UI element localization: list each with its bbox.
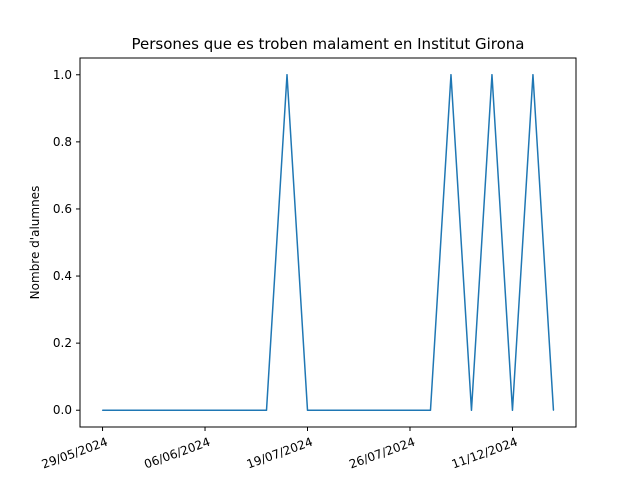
data-point [286, 74, 288, 76]
series-line [102, 74, 555, 411]
x-tick-label: 11/12/2024 [450, 435, 520, 472]
data-point [388, 409, 391, 411]
data-point [532, 74, 534, 76]
data-point [511, 409, 514, 411]
data-point [368, 409, 370, 411]
data-point [306, 409, 309, 411]
data-point [265, 409, 268, 411]
y-tick-label: 1.0 [53, 68, 72, 82]
x-tick-label: 19/07/2024 [245, 435, 315, 472]
data-point [327, 409, 329, 411]
x-tick-label: 26/07/2024 [347, 435, 417, 472]
x-tick-label: 06/06/2024 [142, 435, 212, 472]
data-point [101, 409, 104, 411]
data-point [450, 74, 452, 76]
y-tick-label: 0.8 [53, 135, 72, 149]
data-point [429, 409, 432, 411]
y-axis-label: Nombre d'alumnes [28, 186, 42, 300]
data-point [224, 409, 227, 411]
x-axis-ticks: 29/05/2024 06/06/2024 19/07/2024 26/07/2024… [40, 427, 520, 472]
data-point [491, 74, 493, 76]
data-point [183, 409, 186, 411]
data-point [409, 409, 411, 411]
data-point [245, 409, 247, 411]
y-tick-label: 0.6 [53, 202, 72, 216]
data-point [552, 409, 555, 411]
x-tick-label: 29/05/2024 [40, 435, 110, 472]
data-point [122, 409, 124, 411]
data-point [142, 409, 145, 411]
plot-frame [79, 57, 577, 428]
data-point [204, 409, 206, 411]
y-tick-label: 0.0 [53, 403, 72, 417]
y-tick-label: 0.2 [53, 336, 72, 350]
plot-area [79, 57, 577, 428]
y-axis-ticks: 0.0 0.2 0.4 0.6 0.8 1.0 [53, 68, 80, 417]
data-point [163, 409, 165, 411]
data-point [347, 409, 350, 411]
chart-title: Persones que es troben malament en Insti… [132, 35, 525, 53]
data-point [470, 409, 473, 411]
y-tick-label: 0.4 [53, 269, 72, 283]
